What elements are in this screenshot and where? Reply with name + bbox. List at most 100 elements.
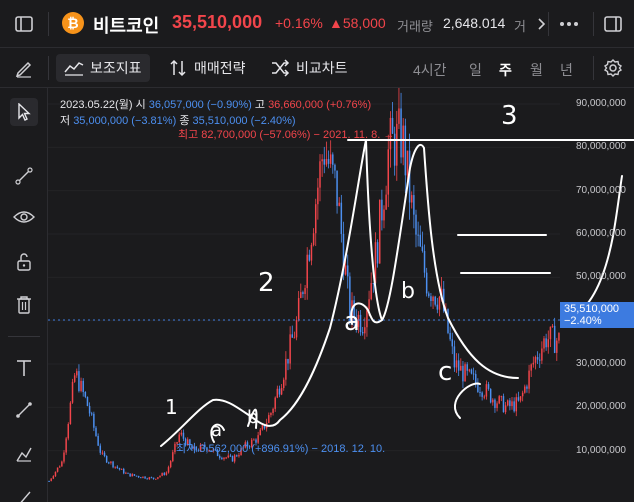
period-4h[interactable]: 4시간 <box>413 62 447 78</box>
candle-body <box>105 456 108 463</box>
candlestick-chart[interactable]: 3 2 1 a b c a b <box>48 88 634 502</box>
candle-body <box>229 455 232 457</box>
fib-tool-icon[interactable] <box>10 484 38 502</box>
chart-toolbar: 보조지표 매매전략 비교차트 4시간 일 주 월 년 <box>0 48 634 88</box>
shuffle-icon <box>272 59 290 77</box>
candle-body <box>231 455 234 462</box>
candle-body <box>82 380 84 392</box>
candle-body <box>438 296 441 310</box>
candle-body <box>511 401 513 407</box>
period-day[interactable]: 일 <box>469 62 482 78</box>
candle-body <box>214 449 217 451</box>
gear-icon[interactable] <box>599 54 627 82</box>
candle-body <box>306 254 308 289</box>
indicators-button[interactable]: 보조지표 <box>56 54 150 82</box>
period-week[interactable]: 주 <box>499 62 512 78</box>
candle-body <box>357 314 360 327</box>
buy-sell-arrows-icon <box>170 59 186 77</box>
candle-body <box>387 149 390 195</box>
candle-body <box>135 475 138 477</box>
line-tool-icon[interactable] <box>10 396 38 424</box>
candle-body <box>308 254 311 261</box>
panel-toggle-icon[interactable] <box>599 10 627 38</box>
candle-body <box>312 233 315 245</box>
annotation-wave-right <box>567 175 623 324</box>
y-axis-label: 80,000,000 <box>575 141 626 153</box>
candle-body <box>489 388 492 403</box>
candle-body <box>218 456 221 458</box>
strategy-button[interactable]: 매매전략 <box>160 54 254 82</box>
compare-button[interactable]: 비교차트 <box>262 54 356 82</box>
candle-body <box>276 388 279 398</box>
candle-body <box>116 466 119 468</box>
path-tool-icon[interactable] <box>10 440 38 468</box>
candle-body <box>97 435 99 446</box>
change-percent: +0.16% <box>275 15 323 31</box>
candle-body <box>385 194 387 210</box>
price-chart[interactable]: 3 2 1 a b c a b 2023.05.22(월) 시 36,057,0… <box>48 88 634 502</box>
candle-body <box>154 478 157 480</box>
candle-body <box>332 154 334 165</box>
annotation-c-curve <box>453 382 481 419</box>
candle-body <box>63 452 65 462</box>
candle-body <box>453 346 456 368</box>
candle-body <box>56 467 59 472</box>
candle-body <box>466 364 468 371</box>
candle-body <box>430 296 432 302</box>
candle-body <box>558 333 560 341</box>
candle-body <box>398 108 400 124</box>
divider <box>48 12 49 36</box>
divider <box>593 12 594 36</box>
candle-body <box>165 472 168 475</box>
coin-name[interactable]: 비트코인 <box>93 16 160 36</box>
unlock-icon[interactable] <box>10 248 38 276</box>
ohlc-info-row-2: 저 35,000,000 (−3.81%) 종 35,510,000 (−2.4… <box>60 112 296 128</box>
candle-body <box>545 338 547 348</box>
candle-body <box>148 477 151 480</box>
candle-body <box>492 399 494 403</box>
text-tool-icon[interactable] <box>10 354 38 382</box>
candle-body <box>131 474 134 477</box>
bitcoin-logo-icon: ₿ <box>62 12 84 34</box>
candle-body <box>280 387 283 395</box>
candle-body <box>370 283 372 300</box>
candle-body <box>530 364 532 371</box>
candle-body <box>460 365 462 371</box>
candle-body <box>274 397 276 409</box>
candle-body <box>504 405 507 413</box>
candle-body <box>300 292 302 299</box>
candle-body <box>150 477 153 479</box>
candle-body <box>142 476 144 478</box>
y-axis-label: 20,000,000 <box>575 401 626 413</box>
candle-body <box>178 434 180 443</box>
candle-body <box>400 108 402 158</box>
period-year[interactable]: 년 <box>560 62 573 78</box>
candle-body <box>129 473 131 477</box>
annotation-label-b: b <box>401 279 415 304</box>
candle-body <box>108 462 110 464</box>
pen-icon[interactable] <box>10 54 38 82</box>
chevron-right-icon[interactable] <box>528 10 556 38</box>
candle-body <box>485 384 488 397</box>
candle-body <box>227 455 230 458</box>
more-icon[interactable] <box>555 10 583 38</box>
eye-icon[interactable] <box>10 203 38 231</box>
candle-body <box>355 317 358 327</box>
candle-body <box>73 375 76 382</box>
period-month[interactable]: 월 <box>530 62 543 78</box>
candle-body <box>285 358 287 380</box>
sidebar-toggle-icon[interactable] <box>10 10 38 38</box>
annotation-wave-down <box>365 139 519 379</box>
candle-body <box>521 392 524 397</box>
candle-body <box>549 326 552 340</box>
candle-body <box>391 117 394 134</box>
annotation-b-small <box>247 408 258 429</box>
candle-body <box>157 477 159 479</box>
candle-body <box>272 408 274 413</box>
cursor-icon[interactable] <box>10 98 38 126</box>
candle-body <box>71 381 74 403</box>
candle-body <box>419 234 422 247</box>
trendline-icon[interactable] <box>10 162 38 190</box>
trash-icon[interactable] <box>10 291 38 319</box>
candle-body <box>428 293 430 297</box>
